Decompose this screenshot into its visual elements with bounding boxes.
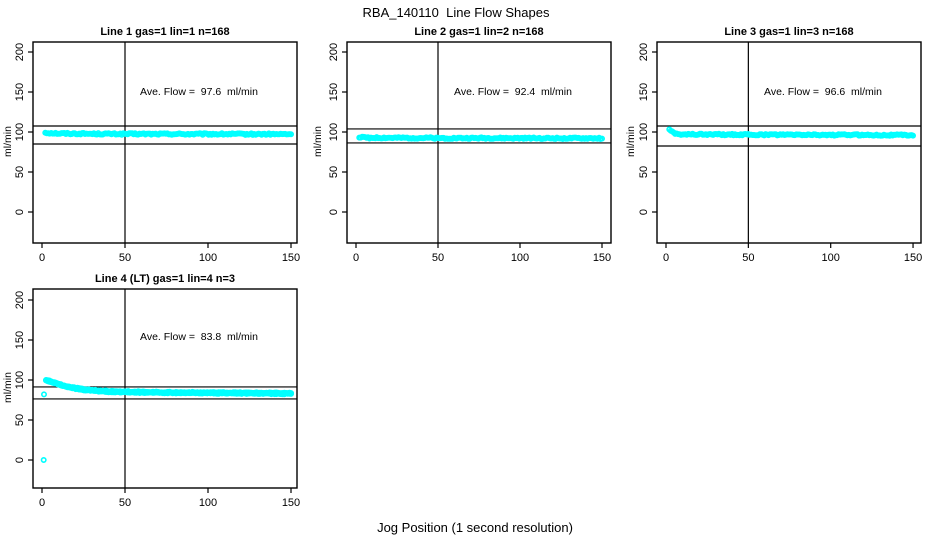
panel-1-y-axis-label: ml/min	[2, 126, 14, 158]
y-tick-label: 0	[328, 209, 340, 215]
x-axis: 0 50 100 150	[39, 488, 300, 509]
data-points-layer	[666, 126, 916, 139]
x-tick-label: 150	[282, 497, 300, 509]
panel-4-title: Line 4 (LT) gas=1 lin=4 n=3	[94, 273, 236, 285]
panel-3-y-axis-label: ml/min	[625, 126, 637, 158]
y-tick-label: 100	[328, 123, 340, 141]
y-tick-label: 150	[638, 83, 650, 101]
x-axis: 0 50 100 150	[663, 243, 922, 264]
data-points-layer	[356, 133, 605, 143]
y-tick-label: 200	[638, 43, 650, 61]
y-axis: 0 50 100 150 200	[14, 291, 33, 463]
x-tick-label: 0	[39, 252, 45, 264]
plot-box	[346, 41, 612, 244]
y-tick-label: 50	[14, 166, 26, 178]
x-tick-label: 100	[511, 252, 529, 264]
x-tick-label: 50	[742, 252, 754, 264]
panel-2-title: Line 2 gas=1 lin=2 n=168	[414, 26, 544, 38]
y-tick-label: 50	[638, 166, 650, 178]
main-title: RBA_140110 Line Flow Shapes	[362, 5, 550, 20]
x-tick-label: 0	[663, 252, 669, 264]
x-axis-label: Jog Position (1 second resolution)	[377, 520, 573, 535]
y-tick-label: 100	[14, 123, 26, 141]
data-point	[909, 132, 916, 139]
panel-2-plot: 0 50 100 150 0 50 100 150 200	[328, 41, 612, 264]
panel-3-ave-flow-annotation: Ave. Flow = 96.6 ml/min	[764, 86, 882, 98]
y-axis: 0 50 100 150 200	[638, 43, 657, 215]
plot-box	[656, 41, 922, 244]
x-tick-label: 50	[119, 252, 131, 264]
panel-2-ave-flow-annotation: Ave. Flow = 92.4 ml/min	[454, 86, 572, 98]
y-tick-label: 0	[638, 209, 650, 215]
data-points-layer	[42, 129, 294, 138]
x-tick-label: 50	[119, 497, 131, 509]
data-point	[40, 391, 47, 398]
panel-3-plot: 0 50 100 150 0 50 100 150 200	[638, 41, 922, 264]
x-tick-label: 100	[199, 497, 217, 509]
plot-box	[32, 288, 298, 489]
data-point	[598, 135, 605, 142]
y-tick-label: 200	[14, 291, 26, 309]
panel-4-ave-flow-annotation: Ave. Flow = 83.8 ml/min	[140, 331, 258, 343]
y-tick-label: 200	[328, 43, 340, 61]
y-axis: 0 50 100 150 200	[14, 43, 33, 215]
x-tick-label: 100	[199, 252, 217, 264]
y-tick-label: 0	[14, 457, 26, 463]
x-tick-label: 100	[822, 252, 840, 264]
plot-box	[32, 41, 298, 244]
y-tick-label: 100	[638, 123, 650, 141]
x-axis: 0 50 100 150	[39, 243, 300, 264]
x-tick-label: 150	[593, 252, 611, 264]
panel-1-title: Line 1 gas=1 lin=1 n=168	[100, 26, 230, 38]
y-tick-label: 150	[14, 331, 26, 349]
data-point	[287, 390, 294, 397]
panel-4-plot: 0 50 100 150 0 50 100 150 200	[14, 288, 300, 509]
panel-3-title: Line 3 gas=1 lin=3 n=168	[724, 26, 854, 38]
y-tick-label: 50	[14, 414, 26, 426]
y-tick-label: 150	[14, 83, 26, 101]
y-axis: 0 50 100 150 200	[328, 43, 347, 215]
x-tick-label: 150	[904, 252, 922, 264]
x-tick-label: 150	[282, 252, 300, 264]
data-points-layer	[40, 376, 294, 463]
x-tick-label: 0	[39, 497, 45, 509]
data-point	[287, 131, 294, 138]
x-tick-label: 50	[432, 252, 444, 264]
panel-1-ave-flow-annotation: Ave. Flow = 97.6 ml/min	[140, 86, 258, 98]
panel-4-y-axis-label: ml/min	[2, 372, 14, 404]
data-point	[40, 456, 47, 463]
y-tick-label: 150	[328, 83, 340, 101]
y-tick-label: 200	[14, 43, 26, 61]
y-tick-label: 50	[328, 166, 340, 178]
x-tick-label: 0	[353, 252, 359, 264]
x-axis: 0 50 100 150	[353, 243, 611, 264]
panel-2-y-axis-label: ml/min	[312, 126, 324, 158]
panel-1-plot: 0 50 100 150 0 50 100 150 200	[14, 41, 300, 264]
y-tick-label: 0	[14, 209, 26, 215]
y-tick-label: 100	[14, 371, 26, 389]
